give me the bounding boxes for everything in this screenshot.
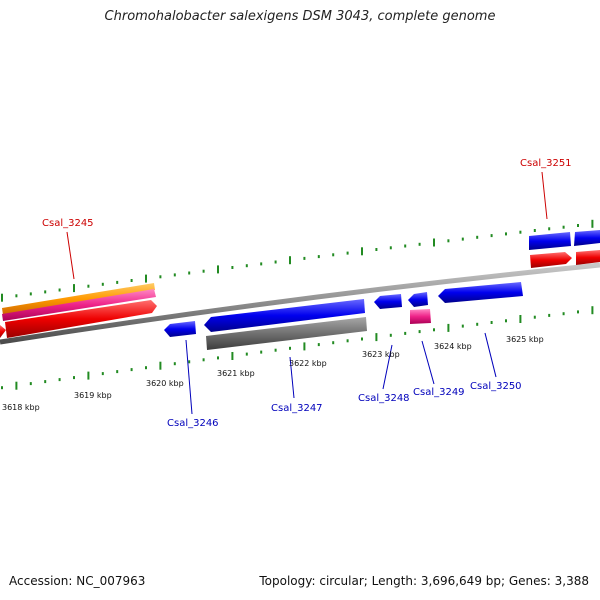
leader-line-csal-3245	[66, 231, 75, 280]
map-title: Chromohalobacter salexigens DSM 3043, co…	[104, 9, 496, 24]
gene-arrow-csal-3249	[410, 309, 431, 324]
genome-summary-text: Topology: circular; Length: 3,696,649 bp…	[259, 574, 589, 588]
gene-arrow-blue-right	[574, 230, 600, 246]
kbp-label: 3620 kbp	[146, 379, 184, 388]
gene-arrow-red-upper-1	[530, 252, 572, 268]
kbp-label: 3619 kbp	[74, 391, 112, 400]
kbp-label: 3621 kbp	[217, 369, 255, 378]
gene-label-csal-3247: Csal_3247	[271, 403, 323, 414]
kbp-label: 3625 kbp	[506, 335, 544, 344]
gene-arrow-minus-small	[408, 292, 428, 307]
kbp-label: 3622 kbp	[289, 359, 327, 368]
upper-tick-row	[1, 219, 594, 302]
leader-line-csal-3247	[289, 356, 295, 399]
gene-label-csal-3251: Csal_3251	[520, 158, 572, 169]
gene-arrow-csal-3246	[164, 321, 196, 337]
gene-arrow-csal-3245	[5, 300, 157, 338]
gene-arrow-pink	[2, 289, 156, 321]
kbp-label: 3618 kbp	[2, 403, 40, 412]
lower-tick-row	[1, 306, 594, 390]
gene-arrow-csal-3251	[529, 232, 571, 250]
leader-line-csal-3249	[421, 340, 435, 385]
gene-label-csal-3250: Csal_3250	[470, 381, 522, 392]
gene-arrow-csal-3250	[438, 282, 523, 303]
gene-label-csal-3249: Csal_3249	[413, 387, 465, 398]
gene-arrow-orange	[2, 283, 155, 315]
kbp-label: 3624 kbp	[434, 342, 472, 351]
gene-arrow-red-left	[0, 325, 6, 338]
leader-line-csal-3248	[382, 344, 393, 390]
gene-arrow-red-upper-2	[576, 250, 600, 265]
gene-arrow-csal-3248	[374, 294, 402, 309]
gene-label-csal-3246: Csal_3246	[167, 418, 219, 429]
gene-label-csal-3245: Csal_3245	[42, 218, 94, 229]
kbp-label: 3623 kbp	[362, 350, 400, 359]
leader-line-csal-3251	[541, 171, 548, 220]
gene-arrow-gray	[206, 317, 367, 350]
gene-arrow-csal-3247	[204, 299, 365, 332]
gene-label-csal-3248: Csal_3248	[358, 393, 410, 404]
accession-text: Accession: NC_007963	[9, 574, 146, 588]
leader-line-csal-3250	[484, 332, 497, 378]
leader-line-csal-3246	[185, 339, 193, 415]
genome-backbone	[0, 262, 600, 345]
